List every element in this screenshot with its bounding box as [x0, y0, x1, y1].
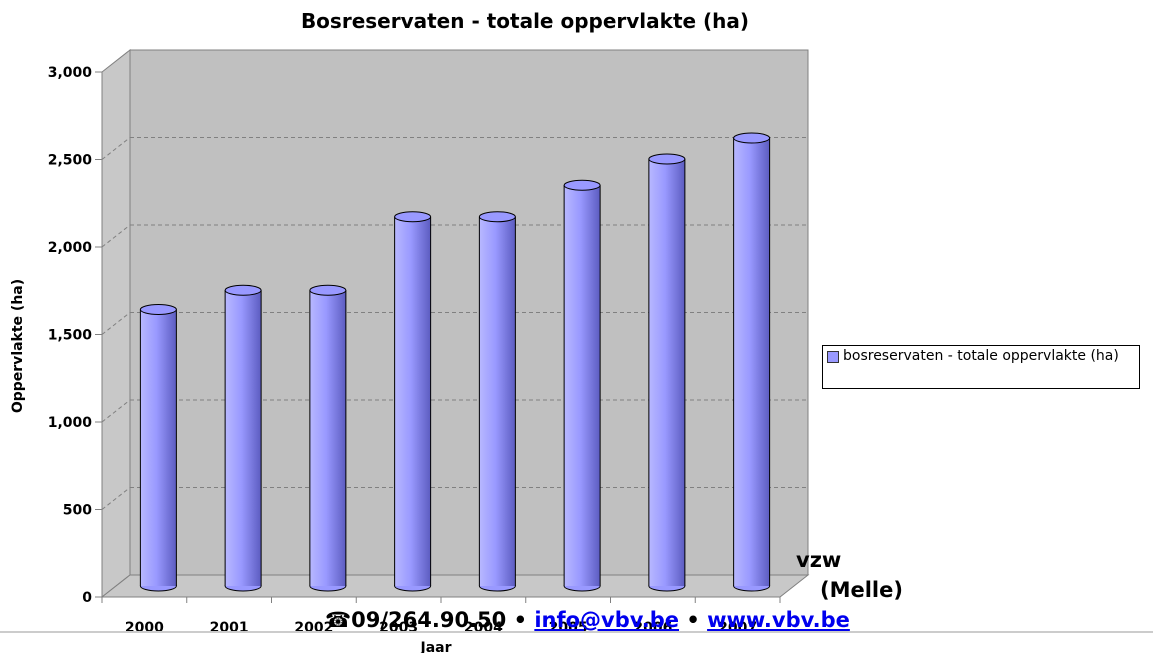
y-axis-label: Oppervlakte (ha) — [10, 279, 26, 413]
legend: bosreservaten - totale oppervlakte (ha) — [822, 345, 1140, 389]
y-tick-label: 1,500 — [48, 328, 93, 344]
bar-top — [309, 284, 347, 296]
bar — [394, 216, 431, 586]
footer-sep: • — [686, 608, 700, 632]
grid-line — [101, 312, 131, 335]
grid-line — [101, 224, 131, 248]
footer-line2: (Melle) — [820, 578, 903, 602]
bar — [140, 309, 177, 586]
footer-contact: ☎09/264.90.50 • info@vbv.be • www.vbv.be — [325, 608, 850, 632]
footer-email[interactable]: info@vbv.be — [534, 608, 680, 632]
grid-line — [101, 399, 131, 423]
chart-title: Bosreservaten - totale oppervlakte (ha) — [301, 9, 749, 33]
x-tick-label: 2001 — [210, 620, 249, 636]
bar — [309, 290, 346, 586]
grid-line — [101, 137, 131, 160]
legend-label: bosreservaten - totale oppervlakte (ha) — [843, 348, 1119, 364]
bar — [225, 290, 262, 586]
bar-top — [648, 153, 686, 165]
bar-top — [394, 211, 432, 223]
x-axis-label: Jaar — [419, 640, 451, 653]
bar-top — [563, 179, 601, 191]
x-tick-label: 2000 — [125, 620, 164, 636]
bar — [733, 138, 770, 586]
y-tick-label: 1,000 — [48, 415, 93, 431]
grid-line — [101, 487, 131, 510]
legend-swatch — [827, 351, 839, 363]
floor — [100, 574, 810, 598]
footer-phone: ☎09/264.90.50 • — [325, 608, 528, 632]
bar — [564, 185, 601, 586]
y-tick-label: 0 — [82, 590, 92, 606]
bar-top — [733, 132, 771, 144]
bar — [479, 216, 516, 586]
y-tick-label: 3,000 — [48, 65, 93, 81]
bar-top — [224, 284, 262, 296]
y-tick-label: 2,000 — [48, 240, 93, 256]
footer-rule — [0, 631, 1153, 633]
footer-line1: vzw — [796, 548, 842, 572]
y-tick-label: 2,500 — [48, 153, 93, 169]
footer-web[interactable]: www.vbv.be — [707, 608, 850, 632]
bar-top — [478, 211, 516, 223]
bar — [648, 159, 685, 586]
y-tick-label: 500 — [63, 503, 92, 519]
bar-top — [139, 304, 177, 315]
